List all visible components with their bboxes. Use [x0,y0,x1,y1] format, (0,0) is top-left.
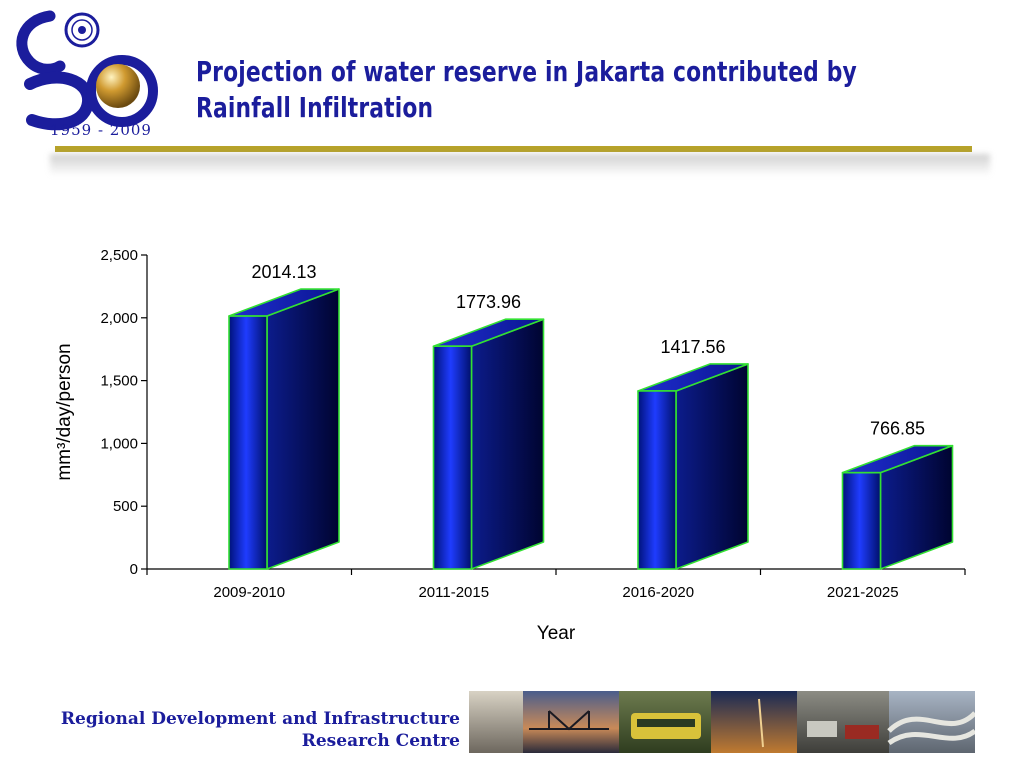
x-tick-label: 2009-2010 [213,584,285,601]
x-tick-label: 2021-2025 [827,584,899,601]
bar [637,363,749,570]
y-tick-label: 500 [113,498,138,515]
anniversary-logo: 1959 - 2009 [16,10,158,139]
footer-org-line-1: Regional Development and Infrastructure [60,709,460,729]
data-label: 1417.56 [660,337,725,357]
title-line-1: Projection of water reserve in Jakarta c… [196,55,857,88]
y-axis-label: mm³/day/person [54,343,75,480]
title-line-2: Rainfall Infiltration [196,91,434,124]
footer-photo-strip [469,691,975,753]
page-title: Projection of water reserve in Jakarta c… [196,54,857,126]
footer-organization: Regional Development and Infrastructure … [20,708,460,752]
data-label: 1773.96 [456,292,521,312]
x-tick-label: 2011-2015 [418,584,489,601]
footer-org-line-2: Research Centre [301,731,460,751]
x-axis: 2009-2010 2011-2015 2016-2020 2021-2025 [146,568,966,601]
y-tick-label: 1,000 [100,435,138,452]
bars: 2014.13 1773.96 1417.56 766.85 [228,262,954,570]
title-divider-shadow [50,154,990,176]
x-tick-label: 2016-2020 [622,584,694,601]
y-tick-label: 2,500 [100,247,138,264]
y-axis: 0 500 1,000 1,500 2,000 2,500 [100,247,148,578]
data-label: 766.85 [870,419,925,439]
title-divider [55,146,972,152]
data-label: 2014.13 [251,262,316,282]
bar [841,444,954,570]
y-tick-label: 0 [130,561,138,578]
logo-years: 1959 - 2009 [50,121,152,139]
bar [432,318,545,570]
y-tick-label: 1,500 [100,373,138,390]
y-tick-label: 2,000 [100,310,138,327]
x-axis-label: Year [537,623,576,644]
bar [228,288,340,570]
bar-chart: 0 500 1,000 1,500 2,000 2,500 2009-2010 2011-2… [54,247,966,644]
